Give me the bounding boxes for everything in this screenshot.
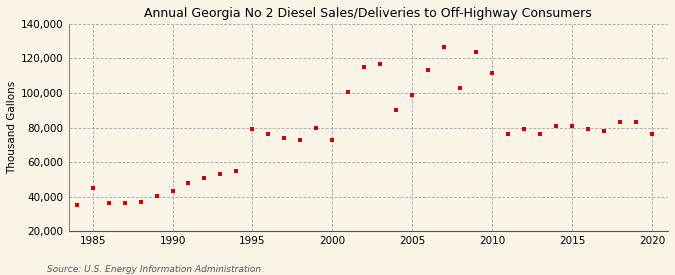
Point xyxy=(599,129,610,133)
Point xyxy=(407,92,418,97)
Point xyxy=(295,138,306,143)
Point xyxy=(151,194,162,198)
Point xyxy=(71,203,82,207)
Point xyxy=(231,169,242,173)
Title: Annual Georgia No 2 Diesel Sales/Deliveries to Off-Highway Consumers: Annual Georgia No 2 Diesel Sales/Deliver… xyxy=(144,7,592,20)
Point xyxy=(183,181,194,185)
Point xyxy=(519,127,530,131)
Point xyxy=(439,45,450,50)
Point xyxy=(647,132,657,137)
Point xyxy=(630,120,641,125)
Point xyxy=(327,138,338,142)
Point xyxy=(343,90,354,94)
Point xyxy=(119,200,130,205)
Point xyxy=(551,124,562,128)
Point xyxy=(167,189,178,194)
Point xyxy=(279,136,290,140)
Point xyxy=(615,120,626,125)
Point xyxy=(471,49,482,54)
Point xyxy=(487,71,497,75)
Point xyxy=(311,126,322,131)
Point xyxy=(503,132,514,137)
Point xyxy=(375,62,385,67)
Point xyxy=(423,67,433,72)
Point xyxy=(263,132,274,137)
Point xyxy=(583,127,593,131)
Point xyxy=(199,175,210,180)
Point xyxy=(359,65,370,69)
Y-axis label: Thousand Gallons: Thousand Gallons xyxy=(7,81,17,174)
Point xyxy=(567,124,578,128)
Point xyxy=(215,172,226,176)
Point xyxy=(535,132,545,137)
Point xyxy=(247,127,258,131)
Point xyxy=(455,86,466,90)
Point xyxy=(391,108,402,112)
Point xyxy=(103,200,114,205)
Text: Source: U.S. Energy Information Administration: Source: U.S. Energy Information Administ… xyxy=(47,265,261,274)
Point xyxy=(135,200,146,204)
Point xyxy=(87,186,98,190)
